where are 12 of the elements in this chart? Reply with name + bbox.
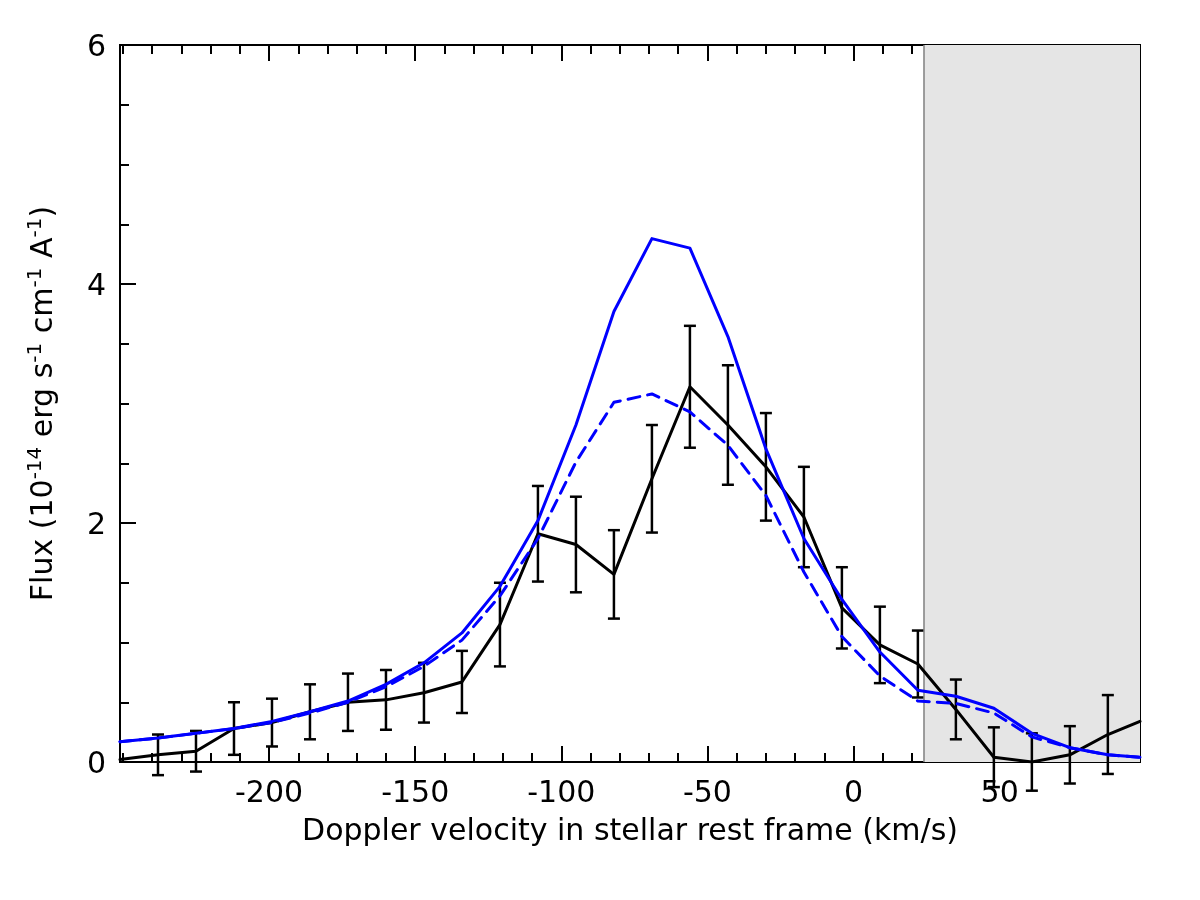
x-tick-label: -200 (235, 773, 304, 809)
x-tick-label: 50 (980, 773, 1019, 809)
x-tick-label: -150 (381, 773, 450, 809)
text: Flux (10-14 erg s-1 cm-1 A-1) (22, 205, 59, 602)
y-tick-label: 6 (86, 27, 106, 63)
x-tick-label: -100 (527, 773, 596, 809)
x-axis-title: Doppler velocity in stellar rest frame (km/s) (302, 811, 958, 847)
x-tick-label: 0 (844, 773, 864, 809)
y-tick-label: 4 (86, 266, 106, 302)
x-tick-label: -50 (682, 773, 732, 809)
y-tick-label: 0 (86, 744, 106, 780)
y-tick-label: 2 (86, 505, 106, 541)
